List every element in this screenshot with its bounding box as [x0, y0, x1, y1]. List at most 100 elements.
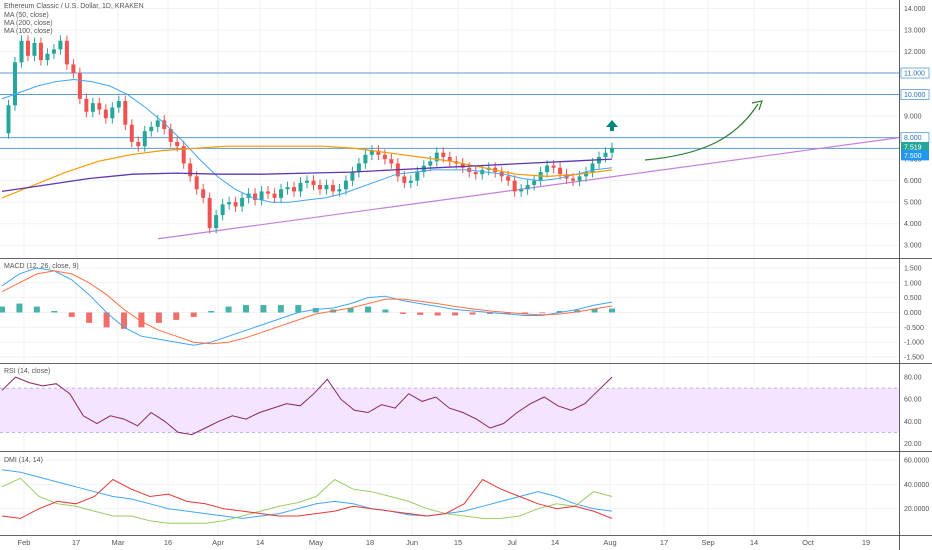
- y-tick-label: 1.500: [904, 265, 922, 272]
- macd-hist-bar: [452, 312, 459, 316]
- candle-body: [97, 103, 102, 110]
- indicator-ma200-label[interactable]: MA (200, close): [4, 20, 53, 27]
- dmi-panel[interactable]: [1, 469, 613, 524]
- candle-body: [441, 152, 446, 157]
- candle-body: [25, 40, 30, 56]
- candle-body: [142, 131, 147, 147]
- candle-body: [32, 42, 37, 56]
- ma50-line: [1, 78, 613, 203]
- y-tick-label: 5.000: [904, 200, 922, 207]
- x-tick-label: 14: [551, 538, 559, 547]
- macd-hist-bar: [51, 311, 58, 313]
- candle-body: [227, 202, 232, 205]
- x-tick-label: Oct: [802, 538, 815, 547]
- symbol-title: Ethereum Classic / U.S. Dollar, 1D, KRAK…: [4, 3, 144, 10]
- candle-body: [402, 176, 407, 183]
- candle-body: [103, 109, 108, 119]
- candle-body: [311, 180, 316, 185]
- candle-body: [272, 193, 277, 198]
- rsi-panel[interactable]: [0, 376, 899, 436]
- price-axis[interactable]: 14.000 13.000 12.000 11.000 10.000 9.000 8.000…: [900, 6, 930, 513]
- y-tick-label: 6.000: [904, 178, 922, 185]
- y-tick-label: 40.00: [904, 419, 922, 426]
- candle-body: [525, 184, 530, 190]
- candle-body: [584, 172, 589, 177]
- x-tick-label: Feb: [18, 538, 31, 547]
- candle-body: [473, 172, 478, 175]
- macd-hist-bar: [225, 306, 232, 313]
- macd-hist-bar: [312, 308, 319, 313]
- candle-body: [149, 126, 154, 132]
- macd-hist-bar: [277, 305, 284, 313]
- candle-body: [428, 161, 433, 166]
- level-tag: [900, 89, 930, 100]
- candle-body: [233, 202, 238, 207]
- price-panel[interactable]: [0, 35, 900, 240]
- candle-body: [389, 159, 394, 164]
- candle-body: [376, 150, 381, 155]
- indicator-ma50-label[interactable]: MA (50, close): [4, 12, 49, 19]
- level-tag-label: 10.000: [904, 92, 926, 99]
- macd-label[interactable]: MACD (12, 26, close, 9): [4, 263, 79, 270]
- candle-body: [356, 163, 361, 173]
- candle-body: [317, 184, 322, 190]
- macd-hist-bar: [138, 312, 145, 328]
- candle-body: [58, 40, 63, 50]
- candle-body: [84, 98, 89, 112]
- y-tick-label: -1.500: [904, 355, 924, 362]
- rsi-label[interactable]: RSI (14, close): [4, 368, 50, 375]
- candle-body: [123, 101, 128, 125]
- candle-body: [415, 172, 420, 181]
- minus-di-line: [1, 478, 613, 519]
- candle-body: [324, 184, 329, 190]
- candle-body: [201, 189, 206, 198]
- y-tick-label: 20.00: [904, 441, 922, 448]
- candle-body: [571, 178, 576, 181]
- candle-body: [77, 73, 82, 99]
- macd-hist-bar: [121, 312, 127, 329]
- candle-body: [460, 163, 465, 168]
- signal-line: [1, 270, 613, 345]
- indicator-ma100-label[interactable]: MA (100, close): [4, 28, 53, 35]
- candle-body: [162, 120, 167, 129]
- macd-hist-bar: [434, 312, 441, 316]
- macd-hist-bar: [399, 312, 406, 314]
- adx-line: [1, 469, 613, 519]
- price-tag: [901, 150, 929, 161]
- candle-body: [434, 152, 439, 162]
- rsi-band: [0, 388, 899, 433]
- candle-body: [207, 197, 212, 229]
- candle-body: [519, 189, 524, 192]
- candle-body: [175, 141, 180, 147]
- macd-panel[interactable]: [0, 267, 615, 346]
- candle-body: [181, 146, 186, 164]
- candle-body: [168, 129, 173, 142]
- x-tick-label: Jun: [406, 538, 418, 547]
- y-tick-label: 9.000: [904, 114, 922, 121]
- time-axis[interactable]: Feb 17 Mar 16 Apr 14 May 18 Jun 15 Jul 14 Aug 17 Sep 14…: [18, 538, 871, 547]
- macd-hist-bar: [521, 312, 528, 314]
- candle-body: [292, 187, 297, 192]
- macd-hist-bar: [347, 308, 354, 313]
- dmi-label[interactable]: DMI (14, 14): [4, 457, 43, 464]
- candle-body: [266, 191, 271, 194]
- y-tick-label: 12.000: [904, 49, 926, 56]
- candle-body: [6, 105, 11, 134]
- macd-hist-bar: [190, 312, 197, 317]
- ma200-line: [1, 158, 613, 193]
- macd-hist-bar: [504, 312, 511, 314]
- candle-body: [220, 204, 225, 216]
- macd-hist-bar: [103, 312, 110, 328]
- candle-body: [350, 172, 355, 181]
- candle-body: [136, 141, 141, 147]
- macd-hist-bar: [260, 305, 267, 313]
- x-tick-label: Aug: [603, 538, 616, 547]
- macd-hist-bar: [556, 311, 563, 313]
- level-tag: [900, 67, 930, 79]
- candle-body: [45, 53, 50, 61]
- x-tick-label: 18: [366, 538, 374, 547]
- macd-hist-bar: [539, 312, 546, 314]
- candle-body: [38, 42, 43, 61]
- macd-hist-bar: [173, 312, 180, 320]
- y-tick-label: 13.000: [904, 27, 926, 34]
